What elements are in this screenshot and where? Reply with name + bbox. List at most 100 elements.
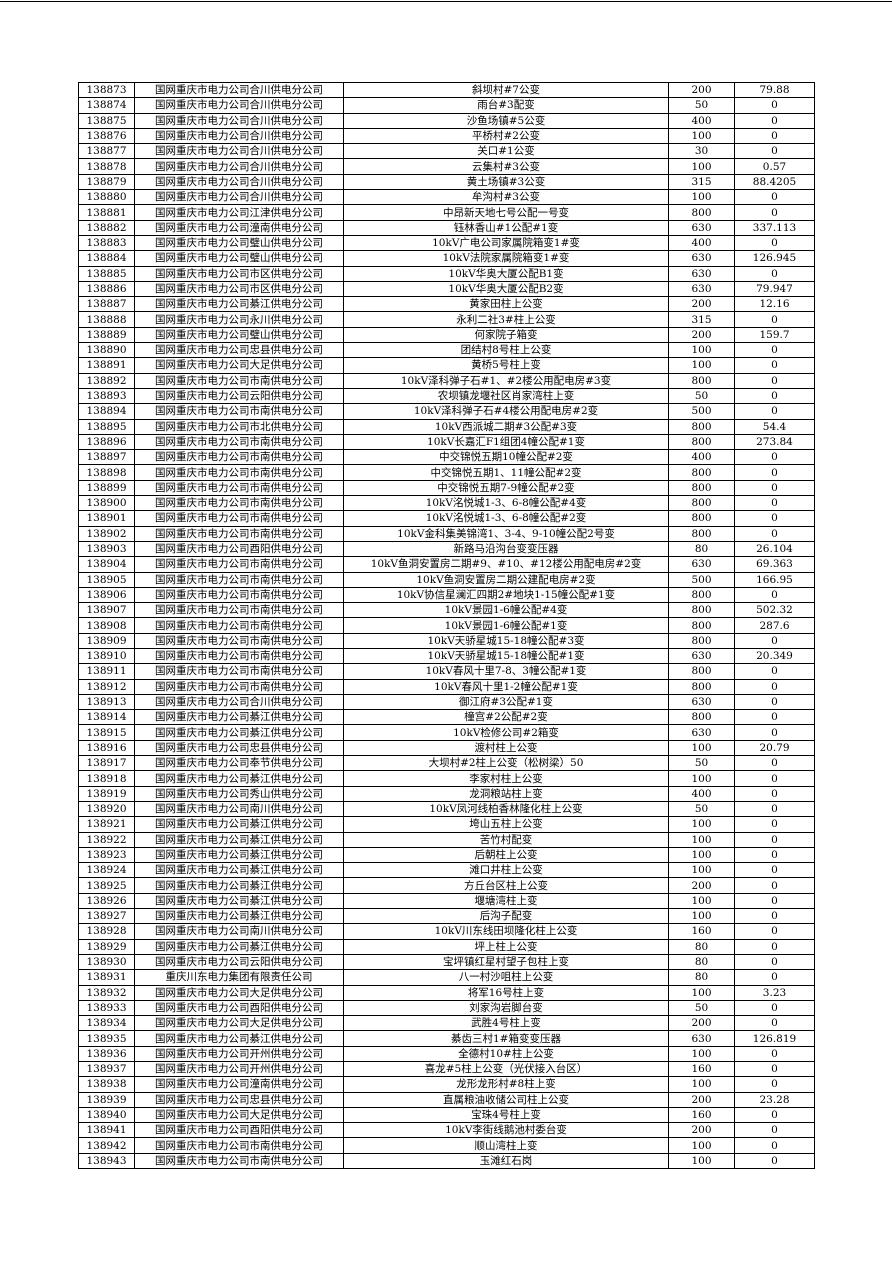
transformer-name-cell: 10kV检修公司#2箱变 [343, 724, 669, 741]
table-row: 138921 国网重庆市电力公司綦江供电分公司 垮山五柱上公变 100 0 [78, 816, 815, 833]
table-row: 138898 国网重庆市电力公司市南供电分公司 中交锦悦五期1、11幢公配#2变 80… [78, 464, 815, 481]
table-row: 138876 国网重庆市电力公司合川供电分公司 平桥村#2公变 100 0 [78, 127, 815, 145]
table-row: 138888 国网重庆市电力公司永川供电分公司 永利二社3#柱上公变 315 0 [78, 311, 815, 328]
capacity-cell: 200 [668, 1122, 735, 1139]
transformer-name-cell: 10kV法院家属院箱变1#变 [343, 250, 669, 267]
transformer-name-cell: 喜龙#5柱上公变（光伏接入台区） [343, 1060, 669, 1078]
transformer-name-cell: 10kV协信星澜汇四期2#地块1-15幢公配#1变 [343, 586, 669, 604]
company-cell: 国网重庆市电力公司酉阳供电分公司 [134, 999, 344, 1017]
capacity-cell: 800 [668, 663, 735, 680]
company-cell: 国网重庆市电力公司綦江供电分公司 [134, 862, 344, 879]
company-cell: 国网重庆市电力公司云阳供电分公司 [134, 387, 344, 405]
capacity-cell: 80 [668, 938, 735, 955]
value-cell: 0 [734, 311, 815, 328]
value-cell: 0 [734, 234, 815, 252]
capacity-cell: 800 [668, 525, 735, 542]
transformer-name-cell: 10kV华奥大厦公配B1变 [343, 265, 669, 282]
transformer-name-cell: 方丘台区柱上公变 [343, 877, 669, 894]
company-cell: 国网重庆市电力公司永川供电分公司 [134, 311, 344, 328]
table-row: 138875 国网重庆市电力公司合川供电分公司 沙鱼场镇#5公变 400 0 [78, 112, 815, 129]
company-cell: 国网重庆市电力公司潼南供电分公司 [134, 1076, 344, 1093]
capacity-cell: 800 [668, 418, 735, 435]
row-id-cell: 138881 [78, 204, 135, 221]
transformer-name-cell: 10kV鱼洞安置房二期#9、#10、#12楼公用配电房#2变 [343, 556, 669, 573]
row-id-cell: 138887 [78, 296, 135, 313]
capacity-cell: 80 [668, 540, 735, 558]
row-id-cell: 138935 [78, 1030, 135, 1047]
row-id-cell: 138908 [78, 617, 135, 634]
value-cell: 0 [734, 678, 815, 695]
company-cell: 国网重庆市电力公司合川供电分公司 [134, 97, 344, 114]
company-cell: 国网重庆市电力公司市南供电分公司 [134, 464, 344, 481]
company-cell: 国网重庆市电力公司市南供电分公司 [134, 433, 344, 451]
company-cell: 国网重庆市电力公司潼南供电分公司 [134, 219, 344, 236]
table-row: 138938 国网重庆市电力公司潼南供电分公司 龙形龙形村#8柱上变 100 0 [78, 1076, 815, 1093]
row-id-cell: 138936 [78, 1045, 135, 1063]
table-row: 138919 国网重庆市电力公司秀山供电分公司 龙洞粮站柱上变 400 0 [78, 785, 815, 802]
row-id-cell: 138911 [78, 663, 135, 680]
value-cell: 0 [734, 908, 815, 925]
company-cell: 国网重庆市电力公司合川供电分公司 [134, 189, 344, 206]
row-id-cell: 138918 [78, 770, 135, 787]
capacity-cell: 100 [668, 739, 735, 757]
value-cell: 0 [734, 510, 815, 527]
table-row: 138940 国网重庆市电力公司大足供电分公司 宝珠4号柱上变 160 0 [78, 1106, 815, 1124]
row-id-cell: 138878 [78, 158, 135, 175]
company-cell: 国网重庆市电力公司綦江供电分公司 [134, 938, 344, 955]
transformer-name-cell: 10kV西派城二期#3公配#3变 [343, 418, 669, 435]
capacity-cell: 800 [668, 617, 735, 634]
value-cell: 0 [734, 724, 815, 741]
transformer-name-cell: 10kV泽科弹子石#1、#2楼公用配电房#3变 [343, 372, 669, 389]
company-cell: 重庆川东电力集团有限责任公司 [134, 969, 344, 986]
table-row: 138912 国网重庆市电力公司市南供电分公司 10kV春风十里1-2幢公配#1变 8… [78, 678, 815, 695]
company-cell: 国网重庆市电力公司市南供电分公司 [134, 525, 344, 542]
row-id-cell: 138932 [78, 984, 135, 1001]
table-row: 138930 国网重庆市电力公司云阳供电分公司 宝坪镇红星村望子包柱上变 80 0 [78, 953, 815, 971]
row-id-cell: 138883 [78, 234, 135, 252]
value-cell: 0 [734, 97, 815, 114]
value-cell: 0 [734, 969, 815, 986]
transformer-name-cell: 宝坪镇红星村望子包柱上变 [343, 953, 669, 971]
capacity-cell: 400 [668, 449, 735, 466]
table-row: 138932 国网重庆市电力公司大足供电分公司 将军16号柱上变 100 3.23 [78, 984, 815, 1001]
company-cell: 国网重庆市电力公司市南供电分公司 [134, 647, 344, 665]
transformer-name-cell: 后朝柱上公变 [343, 846, 669, 864]
value-cell: 0 [734, 770, 815, 787]
company-cell: 国网重庆市电力公司云阳供电分公司 [134, 953, 344, 971]
table-row: 138907 国网重庆市电力公司市南供电分公司 10kV景园1-6幢公配#4变 800… [78, 602, 815, 619]
row-id-cell: 138934 [78, 1015, 135, 1032]
capacity-cell: 100 [668, 1045, 735, 1063]
table-row: 138911 国网重庆市电力公司市南供电分公司 10kV春风十里7-8、3幢公配#1… [78, 663, 815, 680]
table-row: 138927 国网重庆市电力公司綦江供电分公司 后沟子配变 100 0 [78, 908, 815, 925]
table-row: 138874 国网重庆市电力公司合川供电分公司 雨台#3配变 50 0 [78, 97, 815, 114]
row-id-cell: 138943 [78, 1152, 135, 1170]
row-id-cell: 138886 [78, 280, 135, 298]
company-cell: 国网重庆市电力公司市南供电分公司 [134, 372, 344, 389]
table-row: 138916 国网重庆市电力公司忠县供电分公司 渡村柱上公变 100 20.79 [78, 739, 815, 757]
capacity-cell: 100 [668, 1137, 735, 1154]
value-cell: 0 [734, 1122, 815, 1139]
table-row: 138890 国网重庆市电力公司忠县供电分公司 团结村8号柱上公变 100 0 [78, 342, 815, 359]
company-cell: 国网重庆市电力公司酉阳供电分公司 [134, 540, 344, 558]
capacity-cell: 630 [668, 250, 735, 267]
row-id-cell: 138940 [78, 1106, 135, 1124]
value-cell: 0 [734, 1152, 815, 1170]
row-id-cell: 138931 [78, 969, 135, 986]
capacity-cell: 100 [668, 831, 735, 848]
capacity-cell: 800 [668, 433, 735, 451]
company-cell: 国网重庆市电力公司市南供电分公司 [134, 571, 344, 588]
value-cell: 0 [734, 785, 815, 802]
transformer-name-cell: 黄土场镇#3公变 [343, 173, 669, 191]
table-row: 138897 国网重庆市电力公司市南供电分公司 中交锦悦五期10幢公配#2变 400 0 [78, 449, 815, 466]
transformer-name-cell: 牟沟村#3公变 [343, 189, 669, 206]
company-cell: 国网重庆市电力公司綦江供电分公司 [134, 831, 344, 848]
row-id-cell: 138891 [78, 357, 135, 374]
capacity-cell: 100 [668, 158, 735, 175]
table-row: 138885 国网重庆市电力公司市区供电分公司 10kV华奥大厦公配B1变 630 0 [78, 265, 815, 282]
table-row: 138893 国网重庆市电力公司云阳供电分公司 农坝镇龙堰社区肖家湾柱上变 50 0 [78, 387, 815, 405]
value-cell: 0 [734, 1137, 815, 1154]
capacity-cell: 200 [668, 81, 735, 99]
capacity-cell: 500 [668, 403, 735, 420]
company-cell: 国网重庆市电力公司市南供电分公司 [134, 403, 344, 420]
row-id-cell: 138894 [78, 403, 135, 420]
